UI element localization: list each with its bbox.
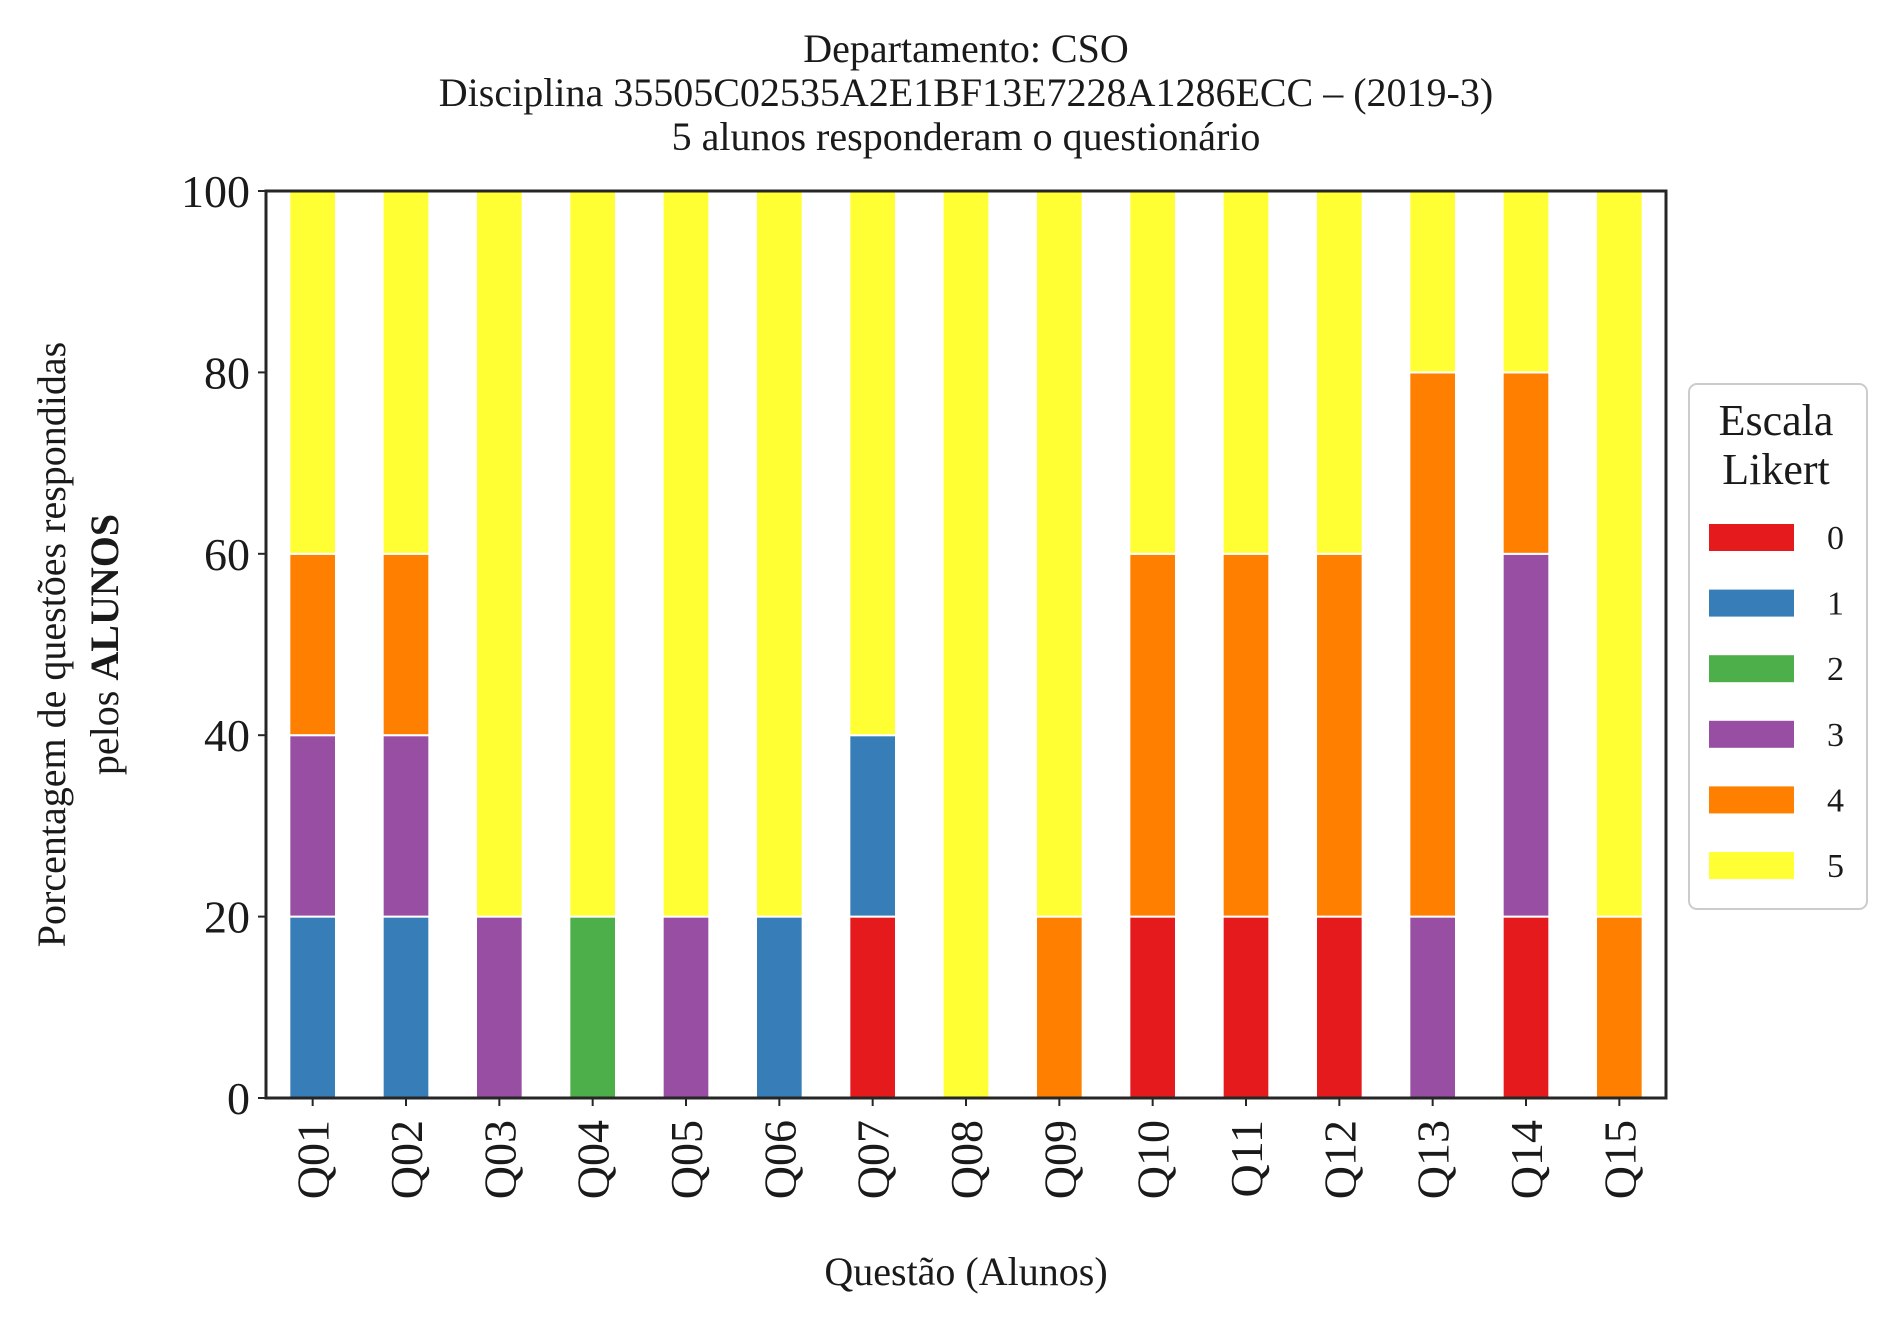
x-axis-ticks: Q01 Q02 Q03 Q04 Q05 Q06 Q07 Q08 Q09 Q10 Q11 Q12 Q13 Q… [288, 1098, 1645, 1199]
legend-label-0: 0 [1827, 520, 1844, 557]
y-tick-label: 100 [181, 166, 250, 217]
legend-swatch-4 [1709, 786, 1794, 814]
bar-Q01-scale-1 [288, 915, 338, 1099]
title-line-3: 5 alunos responderam o questionário [672, 114, 1261, 159]
bar-Q01-scale-4 [288, 552, 338, 737]
bar-Q02-scale-5 [381, 190, 431, 555]
legend-title-line-2: Likert [1722, 445, 1830, 494]
legend-title-line-1: Escala [1719, 396, 1834, 445]
bar-Q07-scale-0 [848, 915, 897, 1099]
bars [288, 190, 1644, 1099]
bar-Q12-scale-5 [1315, 190, 1364, 555]
bar-Q06-scale-5 [755, 190, 804, 918]
x-axis-label: Questão (Alunos) [824, 1249, 1107, 1294]
x-tick-label: Q01 [288, 1120, 339, 1199]
x-tick-label: Q08 [941, 1120, 992, 1199]
bar-Q11-scale-5 [1221, 190, 1271, 555]
bar-Q14-scale-3 [1501, 552, 1551, 918]
bar-Q12-scale-4 [1315, 552, 1364, 918]
legend-swatch-3 [1709, 720, 1794, 748]
legend-label-1: 1 [1827, 586, 1844, 623]
x-tick-label: Q03 [474, 1120, 525, 1199]
x-tick-label: Q10 [1128, 1120, 1179, 1199]
y-tick-label: 60 [204, 529, 250, 580]
bar-Q11-scale-4 [1221, 552, 1271, 918]
bar-Q15-scale-5 [1595, 190, 1644, 918]
x-tick-label: Q11 [1221, 1120, 1272, 1198]
y-tick-label: 40 [204, 710, 250, 761]
bar-Q09-scale-5 [1035, 190, 1084, 918]
y-axis-label: Porcentagem de questões respondidas pelos… [29, 342, 127, 947]
bar-Q14-scale-5 [1501, 190, 1551, 374]
bar-Q13-scale-4 [1408, 371, 1458, 918]
bar-Q07-scale-1 [848, 734, 897, 918]
title-line-2: Disciplina 35505C02535A2E1BF13E7228A1286… [439, 70, 1493, 115]
x-tick-label: Q15 [1594, 1120, 1645, 1199]
x-tick-label: Q12 [1314, 1120, 1365, 1199]
bar-Q02-scale-4 [381, 552, 431, 737]
legend-swatch-0 [1709, 524, 1794, 551]
bar-Q01-scale-5 [288, 190, 338, 555]
bar-Q15-scale-4 [1595, 915, 1644, 1099]
bar-Q04-scale-5 [568, 190, 617, 918]
legend-swatch-5 [1709, 852, 1794, 879]
x-tick-label: Q05 [661, 1120, 712, 1199]
bar-Q03-scale-3 [475, 915, 524, 1099]
x-tick-label: Q07 [848, 1120, 899, 1199]
y-axis-label-line-2: pelos ALUNOS [82, 514, 127, 775]
bar-Q10-scale-4 [1128, 552, 1178, 918]
y-axis-label-bold: ALUNOS [82, 514, 127, 681]
x-tick-label: Q14 [1501, 1120, 1552, 1199]
y-axis-ticks: 0 20 40 60 80 100 [181, 166, 266, 1124]
y-axis-label-line-1: Porcentagem de questões respondidas [29, 342, 74, 947]
x-tick-label: Q06 [754, 1120, 805, 1199]
y-tick-label: 80 [204, 347, 250, 398]
bar-Q05-scale-3 [661, 915, 711, 1099]
x-tick-label: Q13 [1408, 1120, 1459, 1199]
bar-Q11-scale-0 [1221, 915, 1271, 1099]
bar-Q14-scale-4 [1501, 371, 1551, 555]
bar-Q05-scale-5 [661, 190, 711, 918]
bar-Q09-scale-4 [1035, 915, 1084, 1099]
bar-Q02-scale-3 [381, 734, 431, 918]
bar-Q10-scale-5 [1128, 190, 1178, 555]
bar-Q12-scale-0 [1315, 915, 1364, 1099]
bar-Q07-scale-5 [848, 190, 897, 737]
x-tick-label: Q02 [381, 1120, 432, 1199]
bar-Q04-scale-2 [568, 915, 617, 1099]
bar-Q03-scale-5 [475, 190, 524, 918]
legend-swatch-2 [1709, 655, 1794, 683]
legend-swatch-1 [1709, 589, 1794, 617]
legend-box [1688, 383, 1868, 910]
x-tick-label: Q09 [1034, 1120, 1085, 1199]
legend-label-3: 3 [1827, 717, 1844, 754]
bar-Q14-scale-0 [1501, 915, 1551, 1099]
y-axis-label-prefix: pelos [82, 681, 127, 775]
bar-Q01-scale-3 [288, 734, 338, 918]
x-tick-label: Q04 [568, 1120, 619, 1199]
bar-Q13-scale-5 [1408, 190, 1458, 374]
bar-Q06-scale-1 [755, 915, 804, 1099]
legend-label-4: 4 [1827, 782, 1844, 819]
bar-Q08-scale-5 [941, 190, 991, 1099]
y-tick-label: 0 [227, 1073, 250, 1124]
y-tick-label: 20 [204, 892, 250, 943]
bar-Q10-scale-0 [1128, 915, 1178, 1099]
legend-label-5: 5 [1827, 848, 1844, 885]
bar-Q02-scale-1 [381, 915, 431, 1099]
title-line-1: Departamento: CSO [803, 26, 1129, 71]
legend-label-2: 2 [1827, 651, 1844, 688]
bar-Q13-scale-3 [1408, 915, 1458, 1099]
